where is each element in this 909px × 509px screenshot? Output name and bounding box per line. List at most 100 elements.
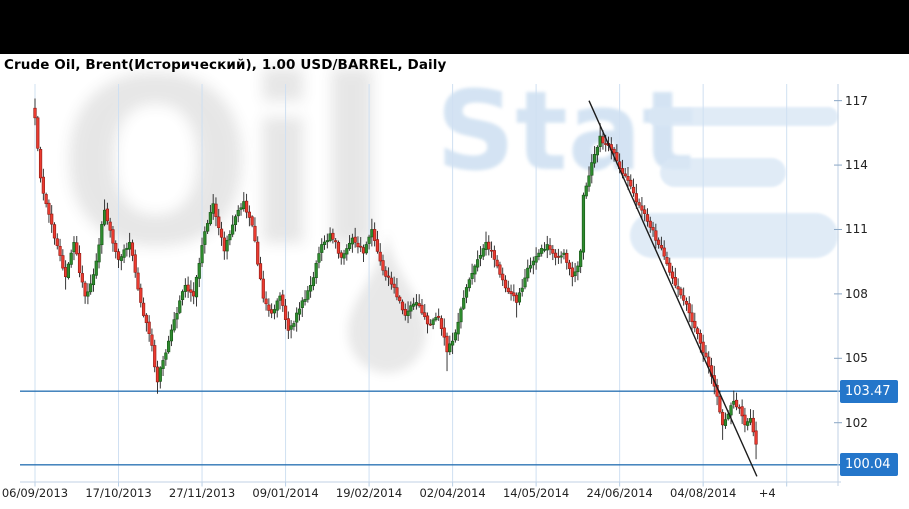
candle — [183, 285, 187, 292]
candle — [158, 367, 162, 382]
candle — [295, 312, 299, 323]
candle — [398, 296, 402, 302]
candle — [239, 207, 243, 210]
candle — [91, 274, 96, 286]
candle — [423, 312, 427, 318]
candle — [300, 300, 304, 308]
candle — [194, 276, 199, 298]
candle — [175, 313, 179, 320]
candle — [395, 287, 399, 298]
candle — [473, 265, 477, 275]
candle — [634, 193, 638, 203]
candle — [526, 267, 530, 279]
candle — [361, 247, 366, 254]
candle — [587, 175, 591, 187]
candle — [409, 305, 413, 312]
candle — [155, 366, 160, 383]
candle — [297, 308, 302, 315]
candle — [576, 265, 580, 273]
candle — [144, 314, 148, 324]
candle — [743, 414, 747, 426]
candle — [122, 249, 126, 258]
candle — [737, 407, 741, 409]
candle — [581, 194, 586, 253]
candle — [637, 202, 641, 206]
candle — [400, 301, 405, 311]
candle — [116, 251, 121, 260]
date-axis-extra-label: +4 — [758, 486, 776, 500]
candle — [662, 247, 666, 257]
candle — [548, 245, 552, 250]
candle — [105, 208, 109, 222]
candle — [751, 417, 755, 433]
candle — [52, 224, 57, 239]
candle — [392, 283, 396, 288]
candle — [44, 194, 48, 205]
candle — [420, 304, 424, 314]
candle — [219, 228, 224, 238]
date-axis-label: 27/11/2013 — [168, 486, 236, 500]
candle — [192, 291, 196, 297]
candle — [320, 244, 324, 253]
candle — [275, 300, 279, 311]
candle — [417, 303, 421, 307]
candle — [139, 287, 143, 303]
candle — [186, 284, 190, 292]
candle — [250, 216, 254, 226]
candle — [684, 300, 689, 305]
candle — [431, 319, 435, 325]
candle — [306, 290, 310, 300]
candle — [353, 236, 357, 243]
candle — [668, 262, 672, 273]
candle — [267, 304, 271, 311]
candle — [373, 229, 377, 241]
candle — [573, 271, 577, 277]
candle — [434, 317, 438, 321]
candle — [604, 143, 608, 145]
candle — [754, 430, 758, 445]
candle — [682, 295, 686, 301]
candle — [695, 328, 700, 334]
candle — [375, 239, 380, 252]
candle — [484, 242, 488, 250]
candle — [406, 310, 410, 316]
candle — [565, 253, 569, 263]
candle — [94, 260, 98, 276]
candle — [732, 400, 736, 405]
trendline[interactable] — [588, 100, 758, 477]
candle — [345, 248, 349, 255]
candle — [584, 185, 588, 197]
candle — [180, 291, 185, 301]
candle — [478, 255, 483, 259]
candle — [651, 227, 655, 231]
candle — [339, 252, 343, 258]
candle — [590, 162, 594, 176]
candle — [114, 242, 118, 252]
candle — [598, 135, 602, 147]
candle — [33, 107, 37, 119]
candle — [72, 242, 76, 253]
candle — [673, 277, 677, 286]
candle — [311, 277, 316, 287]
candle — [197, 263, 201, 279]
candle — [292, 323, 296, 327]
candle — [542, 249, 547, 251]
candle — [103, 209, 107, 225]
candle — [512, 292, 516, 297]
candle — [100, 224, 104, 246]
candle — [119, 256, 123, 261]
date-axis-label: 04/08/2014 — [670, 486, 737, 500]
candle — [456, 321, 460, 335]
candle — [331, 232, 335, 240]
candle — [244, 200, 249, 213]
candle — [442, 327, 446, 338]
candle — [545, 244, 549, 251]
candle — [125, 247, 129, 250]
candle — [69, 252, 73, 265]
candle — [133, 254, 137, 273]
date-axis-label: 02/04/2014 — [419, 486, 486, 500]
candle — [58, 245, 62, 256]
candle — [378, 251, 382, 262]
candle — [721, 412, 725, 426]
